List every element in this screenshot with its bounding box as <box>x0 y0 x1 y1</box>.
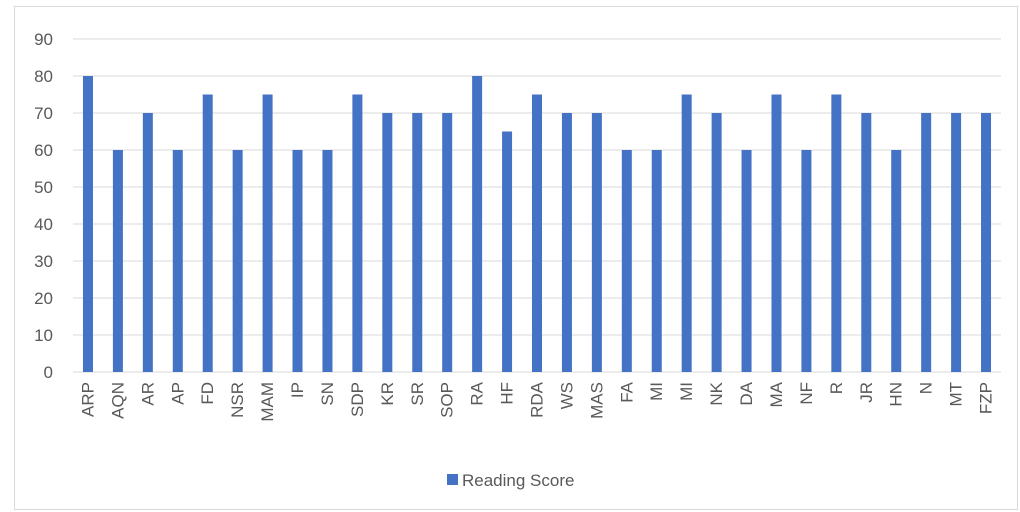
x-tick-label-10-sdp: SDP <box>348 382 367 417</box>
x-tick-label-29-n: N <box>917 382 936 394</box>
y-tick-label-80: 80 <box>34 67 53 86</box>
x-tick-label-30-mt: MT <box>947 382 966 407</box>
bar-12-sr <box>412 113 423 372</box>
x-axis-tick-labels: ARP AQN AR AP FD NSR MAM IP SN SDP KR SR SOP RA HF RDA W… <box>78 381 995 421</box>
y-tick-label-40: 40 <box>34 215 53 234</box>
x-tick-label-8-ip: IP <box>288 382 307 398</box>
bar-4-ap <box>172 150 183 372</box>
x-tick-label-24-ma: MA <box>767 381 786 407</box>
bar-10-sdp <box>352 94 363 372</box>
x-tick-label-21-mi: MI <box>677 382 696 401</box>
bar-3-ar <box>142 113 153 372</box>
bar-30-mt <box>951 113 962 372</box>
y-tick-label-30: 30 <box>34 252 53 271</box>
y-tick-label-50: 50 <box>34 178 53 197</box>
y-tick-label-90: 90 <box>34 30 53 49</box>
y-tick-label-0: 0 <box>44 363 53 382</box>
bar-25-nf <box>801 150 812 372</box>
x-tick-label-15-hf: HF <box>498 382 517 405</box>
x-tick-label-1-arp: ARP <box>78 382 97 417</box>
chart-frame: 0 10 20 30 40 50 60 70 80 90 ARP AQN AR AP FD NSR MAM IP… <box>14 6 1018 510</box>
y-tick-label-10: 10 <box>34 326 53 345</box>
x-tick-label-20-mi: MI <box>647 382 666 401</box>
x-tick-label-3-ar: AR <box>138 382 157 406</box>
x-tick-label-7-mam: MAM <box>258 382 277 422</box>
x-tick-label-4-ap: AP <box>168 382 187 405</box>
bar-1-arp <box>82 76 93 372</box>
bar-9-sn <box>322 150 333 372</box>
bar-26-r <box>831 94 842 372</box>
legend-swatch-reading-score <box>447 474 458 485</box>
bar-7-mam <box>262 94 273 372</box>
bar-20-mi <box>651 150 662 372</box>
bar-6-nsr <box>232 150 243 372</box>
bar-17-ws <box>561 113 572 372</box>
bar-31-fzp <box>981 113 992 372</box>
x-tick-label-13-sop: SOP <box>438 382 457 418</box>
x-tick-label-18-mas: MAS <box>587 382 606 419</box>
x-tick-label-14-ra: RA <box>468 381 487 405</box>
x-tick-label-19-fa: FA <box>617 381 636 402</box>
x-tick-label-28-hn: HN <box>887 382 906 407</box>
y-axis-tick-labels: 0 10 20 30 40 50 60 70 80 90 <box>34 30 53 382</box>
x-tick-label-22-nk: NK <box>707 381 726 405</box>
x-tick-label-25-nf: NF <box>797 382 816 405</box>
x-tick-label-16-rda: RDA <box>528 381 547 418</box>
legend-label-reading-score: Reading Score <box>462 471 574 490</box>
x-tick-label-26-r: R <box>827 382 846 394</box>
bar-13-sop <box>442 113 453 372</box>
bar-24-ma <box>771 94 782 372</box>
x-tick-label-6-nsr: NSR <box>228 382 247 418</box>
y-tick-label-60: 60 <box>34 141 53 160</box>
bar-8-ip <box>292 150 303 372</box>
bar-19-fa <box>621 150 632 372</box>
x-tick-label-5-fd: FD <box>198 382 217 405</box>
y-tick-label-70: 70 <box>34 104 53 123</box>
bar-14-ra <box>472 76 483 372</box>
bar-15-hf <box>502 131 513 372</box>
bar-23-da <box>741 150 752 372</box>
x-tick-label-27-jr: JR <box>857 382 876 403</box>
x-tick-label-2-aqn: AQN <box>108 382 127 419</box>
x-tick-label-31-fzp: FZP <box>977 382 996 414</box>
x-tick-label-9-sn: SN <box>318 382 337 406</box>
x-tick-label-12-sr: SR <box>408 382 427 406</box>
bar-16-rda <box>532 94 542 372</box>
bar-21-mi <box>681 94 692 372</box>
bar-28-hn <box>891 150 902 372</box>
bar-27-jr <box>861 113 872 372</box>
bar-2-aqn <box>112 150 123 372</box>
bar-29-n <box>921 113 932 372</box>
bar-18-mas <box>591 113 602 372</box>
bar-22-nk <box>711 113 722 372</box>
legend: Reading Score <box>447 471 574 490</box>
x-tick-label-23-da: DA <box>737 381 756 405</box>
x-tick-label-17-ws: WS <box>557 382 576 409</box>
bars <box>82 76 992 372</box>
x-tick-label-11-kr: KR <box>378 382 397 406</box>
y-tick-label-20: 20 <box>34 289 53 308</box>
bar-5-fd <box>202 94 213 372</box>
bar-11-kr <box>382 113 393 372</box>
